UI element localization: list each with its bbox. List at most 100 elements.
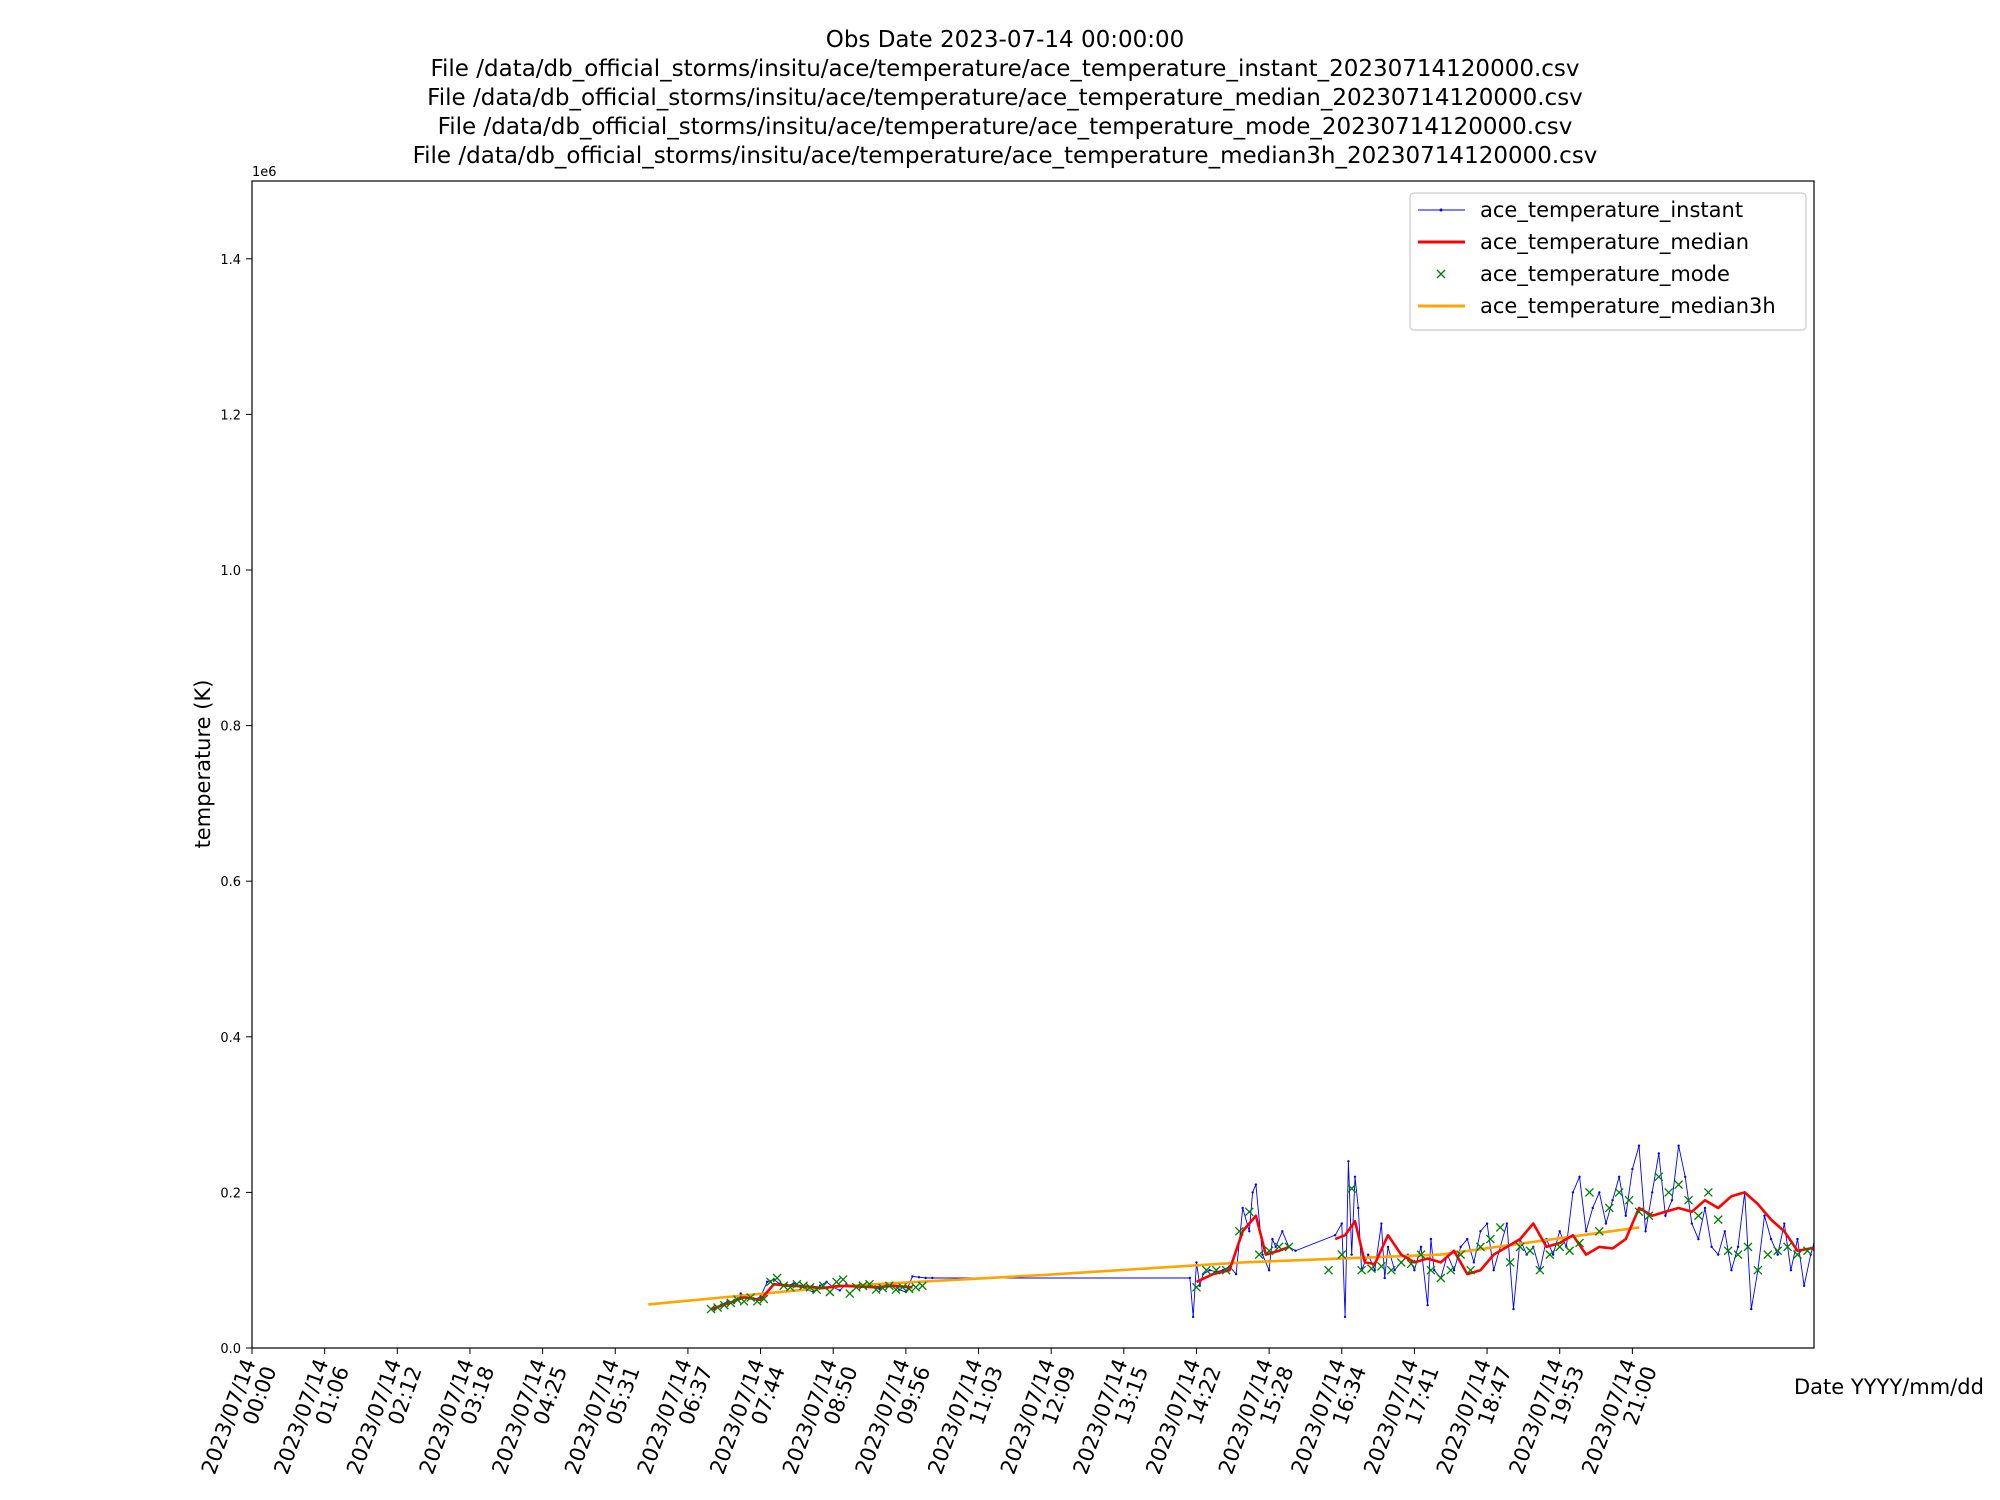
data-point-mode xyxy=(851,1282,861,1292)
data-point-instant xyxy=(1644,1230,1647,1233)
data-point-instant xyxy=(1413,1269,1416,1272)
data-point-instant xyxy=(1271,1237,1274,1241)
x-tick-label: 2023/07/1402:12 xyxy=(342,1356,427,1485)
data-point-mode xyxy=(1893,1247,1901,1255)
data-point-mode xyxy=(1773,1246,1783,1256)
legend-swatch-instant-dot xyxy=(1439,208,1443,212)
data-point-instant xyxy=(1697,1237,1700,1241)
data-point-mode xyxy=(799,1281,808,1291)
data-point-mode xyxy=(904,1284,914,1294)
data-point-instant xyxy=(1869,1246,1871,1248)
data-point-instant xyxy=(1763,1214,1766,1217)
data-point-instant xyxy=(1294,1249,1297,1252)
data-point-mode xyxy=(1823,1244,1831,1252)
x-tick-label: 2023/07/1400:00 xyxy=(197,1356,282,1485)
data-point-mode xyxy=(1234,1226,1244,1236)
data-point-instant xyxy=(1208,1269,1211,1272)
x-tick-label: 2023/07/1419:53 xyxy=(1504,1356,1589,1485)
data-point-mode xyxy=(1244,1207,1254,1217)
data-point-instant xyxy=(1717,1253,1720,1256)
data-point-mode xyxy=(805,1282,815,1292)
data-point-instant xyxy=(1895,1246,1897,1248)
data-point-mode xyxy=(1604,1203,1614,1213)
data-point-mode xyxy=(759,1294,769,1304)
data-point-mode xyxy=(1853,1251,1861,1259)
legend: ace_temperature_instant ace_temperature_… xyxy=(1409,192,1807,331)
title-line-file-median3h: File /data/db_official_storms/insitu/ace… xyxy=(412,143,1598,169)
data-point-mode xyxy=(1664,1187,1674,1197)
x-axis: 2023/07/1400:002023/07/1401:062023/07/14… xyxy=(197,1348,1662,1485)
data-point-instant xyxy=(1274,1245,1277,1249)
data-point-instant xyxy=(1343,1315,1347,1319)
data-point-instant xyxy=(924,1276,927,1280)
data-point-instant xyxy=(1736,1245,1740,1249)
data-point-instant xyxy=(1948,1253,1950,1255)
data-point-instant xyxy=(1624,1214,1627,1217)
legend-label-mode: ace_temperature_mode xyxy=(1480,262,1730,287)
data-point-instant xyxy=(1915,1253,1917,1255)
data-point-instant xyxy=(1598,1191,1601,1194)
data-point-instant xyxy=(1485,1222,1489,1225)
data-point-instant xyxy=(1856,1238,1858,1240)
data-point-instant xyxy=(1789,1269,1793,1272)
data-point-mode xyxy=(1485,1234,1495,1244)
data-point-mode xyxy=(1525,1246,1535,1256)
data-point-instant xyxy=(911,1275,914,1278)
data-point-mode xyxy=(1221,1265,1231,1275)
data-point-mode xyxy=(739,1296,749,1306)
data-point-instant xyxy=(1452,1269,1456,1272)
data-point-mode xyxy=(1713,1215,1723,1225)
data-point-mode xyxy=(746,1292,756,1302)
title-line-obs-date: Obs Date 2023-07-14 00:00:00 xyxy=(825,27,1185,53)
y-axis: 0.0 0.2 0.4 0.6 0.8 1.0 1.2 1.4 xyxy=(220,253,252,1357)
data-point-instant xyxy=(1333,1233,1337,1237)
data-point-mode xyxy=(1456,1250,1466,1260)
data-point-mode xyxy=(891,1285,901,1295)
x-tick-label: 2023/07/1416:34 xyxy=(1287,1356,1372,1485)
data-point-mode xyxy=(858,1281,868,1291)
data-point-mode xyxy=(1376,1261,1386,1271)
data-point-mode xyxy=(1793,1250,1802,1260)
data-point-instant xyxy=(1505,1222,1509,1225)
data-point-instant xyxy=(1357,1206,1360,1210)
legend-swatch-mode xyxy=(1436,269,1446,279)
data-point-instant xyxy=(1195,1261,1198,1264)
data-point-instant xyxy=(1750,1307,1753,1311)
data-point-instant xyxy=(1386,1245,1390,1249)
plot-area xyxy=(252,181,1814,1348)
data-point-mode xyxy=(792,1279,802,1289)
data-point-instant xyxy=(1472,1261,1476,1264)
data-point-mode xyxy=(838,1275,848,1284)
data-point-mode xyxy=(1654,1172,1664,1182)
data-point-mode xyxy=(1545,1250,1555,1260)
data-point-instant xyxy=(1723,1230,1727,1233)
data-point-instant xyxy=(1611,1198,1614,1202)
data-point-instant xyxy=(1889,1238,1891,1240)
data-point-instant xyxy=(1492,1269,1495,1272)
data-point-instant xyxy=(1617,1175,1621,1179)
data-point-mode xyxy=(772,1273,782,1283)
plot-frame xyxy=(251,180,1815,1349)
data-point-instant xyxy=(1829,1292,1831,1294)
data-point-instant xyxy=(838,1289,842,1292)
data-point-instant xyxy=(1928,1253,1930,1255)
data-point-mode xyxy=(779,1281,789,1291)
data-point-mode xyxy=(1192,1282,1201,1292)
data-point-instant xyxy=(1882,1253,1884,1255)
x-tick-label: 2023/07/1418:47 xyxy=(1432,1356,1517,1485)
data-point-instant xyxy=(1769,1237,1773,1241)
data-point-mode xyxy=(1902,1243,1910,1251)
y-tick-label: 0.8 xyxy=(220,720,241,735)
data-point-instant xyxy=(1393,1269,1396,1272)
data-point-mode xyxy=(1674,1180,1684,1190)
data-point-instant xyxy=(1703,1206,1707,1210)
data-point-instant xyxy=(1191,1315,1195,1319)
data-point-instant xyxy=(1551,1253,1555,1256)
data-point-mode xyxy=(1753,1265,1763,1275)
data-point-instant xyxy=(1251,1191,1254,1194)
data-point-instant xyxy=(1710,1245,1713,1249)
series-line-median3h xyxy=(648,1226,1640,1306)
data-point-instant xyxy=(1254,1183,1258,1186)
data-point-mode xyxy=(911,1282,921,1292)
data-point-instant xyxy=(917,1276,921,1279)
